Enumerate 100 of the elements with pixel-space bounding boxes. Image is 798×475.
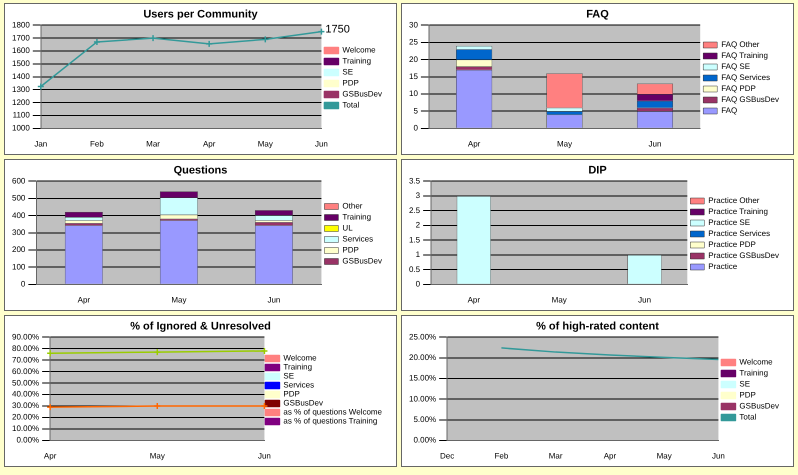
y-tick-label: 20 xyxy=(408,54,418,64)
y-tick-label: 25 xyxy=(408,38,418,47)
y-tick-label: 2.5 xyxy=(408,206,421,215)
y-tick-label: 300 xyxy=(12,228,26,238)
y-tick-label: 20.00% xyxy=(12,412,40,422)
x-tick-label: May xyxy=(150,451,165,460)
legend-label: Training xyxy=(283,362,312,372)
legend-label: PDP xyxy=(283,390,300,399)
x-tick-label: Jan xyxy=(34,139,48,148)
legend-label: FAQ Services xyxy=(721,73,770,82)
y-tick-label: 25.00% xyxy=(408,332,436,342)
point xyxy=(154,348,162,356)
legend-label: Welcome xyxy=(342,46,376,55)
legend-label: PDP xyxy=(739,390,756,400)
legend-label: FAQ xyxy=(721,106,738,116)
y-tick-label: 20.00% xyxy=(408,353,436,362)
legend-label: as % of questions Welcome xyxy=(283,408,383,417)
legend-label: FAQ PDP xyxy=(721,84,756,94)
y-tick-label: 0.5 xyxy=(408,264,421,274)
y-tick-label: 5 xyxy=(413,106,418,116)
legend-label: Total xyxy=(739,412,757,422)
chart-title: FAQ xyxy=(586,8,610,21)
y-tick-label: 40.00% xyxy=(12,390,40,399)
x-tick-label: May xyxy=(556,139,572,148)
legend-label: GSBusDev xyxy=(342,90,382,99)
y-tick-label: 0 xyxy=(20,280,26,289)
legend-label: Practice Other xyxy=(708,196,760,206)
x-tick-label: Mar xyxy=(548,451,563,460)
legend-label: SE xyxy=(283,372,294,381)
x-tick-label: Apr xyxy=(78,295,90,304)
x-tick-label: Apr xyxy=(202,139,216,148)
x-tick-label: May xyxy=(552,295,567,304)
legend-label: Practice GSBusDev xyxy=(708,251,780,260)
y-tick-label: 1000 xyxy=(12,124,30,133)
point xyxy=(93,38,101,46)
x-tick-label: Mar xyxy=(146,139,160,148)
x-tick-label: Feb xyxy=(494,451,509,460)
legend-label: Practice PDP xyxy=(708,240,756,250)
legend-label: FAQ Training xyxy=(721,51,768,60)
y-tick-label: 1700 xyxy=(12,33,30,42)
y-tick-label: 90.00% xyxy=(12,332,40,342)
y-tick-label: 3.5 xyxy=(408,176,421,186)
y-tick-label: 1600 xyxy=(12,46,30,56)
legend-label: Training xyxy=(342,212,372,222)
y-tick-label: 70.00% xyxy=(12,355,40,364)
chart-title: % of Ignored & Unresolved xyxy=(130,320,271,333)
y-tick-label: 30.00% xyxy=(12,401,40,410)
legend-label: Practice SE xyxy=(708,218,750,228)
y-tick-label: 60.00% xyxy=(12,366,40,376)
legend-label: Practice xyxy=(708,262,738,272)
y-tick-label: 3 xyxy=(416,191,421,200)
x-tick-label: Apr xyxy=(468,139,481,148)
chart-title: Users per Community xyxy=(143,8,259,21)
y-tick-label: 80.00% xyxy=(12,344,40,353)
y-tick-label: 1800 xyxy=(12,20,30,30)
legend-label: Welcome xyxy=(283,354,318,363)
x-tick-label: Apr xyxy=(468,295,480,304)
legend-label: Total xyxy=(342,100,360,110)
x-tick-label: Apr xyxy=(44,451,57,460)
y-tick-label: 30 xyxy=(408,20,418,30)
y-tick-label: 100 xyxy=(12,262,26,272)
legend-label: Training xyxy=(342,56,372,66)
legend-label: Services xyxy=(342,234,374,244)
legend-label: Training xyxy=(739,368,768,378)
legend-label: Other xyxy=(342,202,363,211)
legend-label: Services xyxy=(283,380,314,390)
legend-label: SE xyxy=(739,380,750,389)
chart-title: Questions xyxy=(174,164,228,177)
y-tick-label: 10.00% xyxy=(408,394,436,404)
y-tick-label: 600 xyxy=(12,176,26,186)
legend-label: as % of questions Training xyxy=(283,416,378,426)
y-tick-label: 5.00% xyxy=(413,414,436,424)
x-tick-label: Jun xyxy=(267,295,280,304)
x-tick-label: Dec xyxy=(440,451,454,460)
x-tick-label: Feb xyxy=(90,139,104,148)
x-tick-label: May xyxy=(258,139,273,148)
x-tick-label: May xyxy=(656,451,672,460)
legend-label: Welcome xyxy=(739,358,774,367)
legend-label: PDP xyxy=(342,78,359,88)
x-tick-label: Jun xyxy=(638,295,652,304)
legend-label: UL xyxy=(342,224,354,233)
y-tick-label: 1400 xyxy=(12,72,30,82)
y-tick-label: 50.00% xyxy=(12,378,40,388)
y-tick-label: 1500 xyxy=(12,59,30,68)
y-tick-label: 1300 xyxy=(12,84,30,94)
y-tick-label: 0.00% xyxy=(16,436,40,445)
x-tick-label: Jun xyxy=(648,139,662,148)
y-tick-label: 400 xyxy=(12,210,26,220)
y-tick-label: 0 xyxy=(413,124,418,133)
legend-label: Practice Services xyxy=(708,229,770,238)
x-tick-label: Jun xyxy=(258,451,271,460)
y-tick-label: 500 xyxy=(12,194,26,203)
legend-label: GSBusDev xyxy=(342,256,382,266)
y-tick-label: 10 xyxy=(408,89,418,98)
point xyxy=(205,40,213,48)
chart-title: DIP xyxy=(588,164,607,177)
x-tick-label: Apr xyxy=(604,451,616,460)
y-tick-label: 1200 xyxy=(12,98,30,107)
y-tick-label: 0 xyxy=(416,280,421,289)
y-tick-label: 0.00% xyxy=(413,436,436,445)
